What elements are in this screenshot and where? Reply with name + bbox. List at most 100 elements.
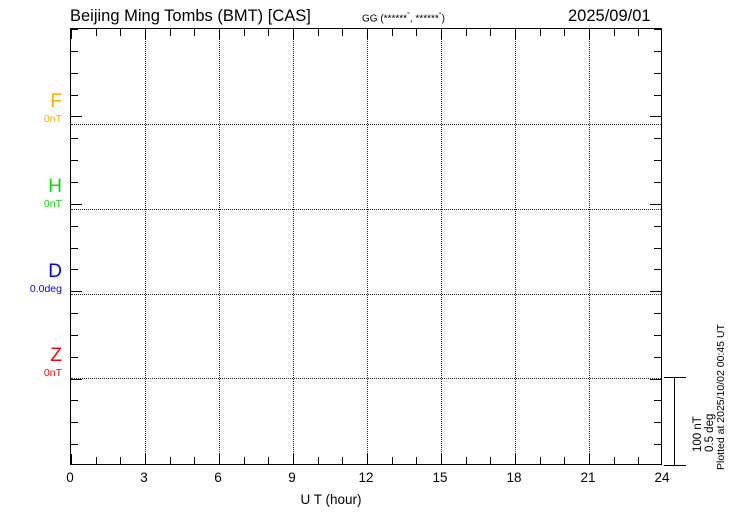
x-axis-tick xyxy=(515,29,516,39)
x-tick-label: 3 xyxy=(140,470,148,485)
x-axis-tick xyxy=(638,457,640,464)
y-axis-tick xyxy=(71,138,78,140)
x-axis-tick xyxy=(169,29,171,36)
x-axis-title-text: U T (hour) xyxy=(300,492,362,507)
component-baseline-gridline xyxy=(71,378,661,379)
x-axis-tick xyxy=(613,29,615,36)
component-label-d: D 0.0deg xyxy=(0,262,62,295)
y-axis-tick xyxy=(71,400,78,402)
x-axis-tick xyxy=(539,29,541,36)
y-axis-tick xyxy=(71,181,78,183)
y-axis-tick xyxy=(71,334,78,336)
x-axis-tick xyxy=(465,457,467,464)
x-axis-tick xyxy=(589,29,590,39)
x-axis-tick xyxy=(120,457,122,464)
y-axis-tick xyxy=(71,356,78,358)
y-axis-tick xyxy=(654,400,661,402)
y-axis-tick xyxy=(71,94,78,96)
y-axis-tick xyxy=(654,334,661,336)
x-axis-tick xyxy=(564,29,566,36)
x-axis-tick xyxy=(293,29,294,39)
scale-bar-stem xyxy=(674,377,675,466)
plot-inner xyxy=(71,29,661,464)
x-axis-tick xyxy=(391,457,393,464)
x-axis-tick xyxy=(145,29,146,39)
x-axis-tick xyxy=(342,29,344,36)
observation-date: 2025/09/01 xyxy=(568,7,651,25)
x-tick-label: 0 xyxy=(66,470,74,485)
x-tick-label: 6 xyxy=(214,470,222,485)
scale-bar-top-cap xyxy=(664,377,686,378)
y-axis-tick xyxy=(71,29,78,30)
y-axis-tick xyxy=(71,116,82,118)
y-axis-tick xyxy=(71,160,78,162)
y-axis-tick xyxy=(650,116,661,118)
component-baseline-gridline xyxy=(71,294,661,295)
x-axis-tick xyxy=(342,457,344,464)
x-axis-tick xyxy=(194,457,196,464)
y-axis-tick xyxy=(654,444,661,446)
degree-icon-lat: ° xyxy=(407,12,410,19)
x-axis-tick xyxy=(243,29,245,36)
x-axis-tick xyxy=(194,29,196,36)
component-baseline-gridline xyxy=(71,124,661,125)
x-axis-tick xyxy=(71,454,72,464)
x-axis-tick xyxy=(539,457,541,464)
y-axis-tick xyxy=(654,356,661,358)
scale-bar-nt-label: 100 nT xyxy=(692,416,704,452)
y-axis-tick xyxy=(71,203,82,205)
magnetogram-plot-area[interactable] xyxy=(70,28,662,465)
x-axis-tick xyxy=(243,457,245,464)
y-axis-tick xyxy=(650,203,661,205)
x-axis-tick xyxy=(441,454,442,464)
vertical-gridline xyxy=(367,29,368,464)
x-axis-tick xyxy=(268,457,270,464)
plotted-at-timestamp: Plotted at 2025/10/02 00:45 UT xyxy=(715,324,727,470)
x-tick-label: 24 xyxy=(654,470,670,485)
coord-system-label: GG xyxy=(362,13,378,25)
y-axis-tick xyxy=(71,247,78,249)
x-axis-tick xyxy=(145,454,146,464)
y-axis-tick xyxy=(654,422,661,424)
x-axis-tick xyxy=(120,29,122,36)
y-axis-tick xyxy=(654,247,661,249)
x-axis-tick xyxy=(219,29,220,39)
x-axis-tick xyxy=(317,457,319,464)
y-axis-tick xyxy=(654,29,661,30)
x-axis-title: U T (hour) xyxy=(0,492,730,507)
component-label-f: F 0nT xyxy=(0,92,62,125)
y-axis-tick xyxy=(71,269,78,271)
vertical-gridline xyxy=(441,29,442,464)
x-axis-tick xyxy=(564,457,566,464)
y-axis-tick xyxy=(650,378,661,380)
x-tick-label: 12 xyxy=(358,470,374,485)
x-axis-tick xyxy=(268,29,270,36)
x-axis-tick xyxy=(169,457,171,464)
x-axis-tick xyxy=(490,457,492,464)
x-axis-tick xyxy=(613,457,615,464)
y-axis-tick xyxy=(654,138,661,140)
component-baseline-value-d: 0.0deg xyxy=(29,283,62,295)
x-axis-tick xyxy=(391,29,393,36)
coord-longitude: ****** xyxy=(415,13,439,25)
y-axis-tick xyxy=(71,50,78,52)
x-axis-tick xyxy=(367,29,368,39)
y-axis-tick xyxy=(71,422,78,424)
y-axis-tick xyxy=(654,72,661,74)
component-letter-f: F xyxy=(50,91,62,112)
y-axis-tick xyxy=(71,225,78,227)
y-axis-tick xyxy=(654,225,661,227)
y-axis-tick xyxy=(71,72,78,74)
component-label-z: Z 0nT xyxy=(0,346,62,379)
page-title: Beijing Ming Tombs (BMT) [CAS] xyxy=(70,7,311,25)
x-axis-tick xyxy=(638,29,640,36)
vertical-gridline xyxy=(515,29,516,464)
component-label-h: H 0nT xyxy=(0,177,62,210)
x-tick-label: 15 xyxy=(432,470,448,485)
x-tick-label: 9 xyxy=(288,470,296,485)
y-axis-tick xyxy=(71,313,78,315)
x-axis-tick xyxy=(317,29,319,36)
x-axis-tick xyxy=(95,457,97,464)
x-axis-tick xyxy=(95,29,97,36)
